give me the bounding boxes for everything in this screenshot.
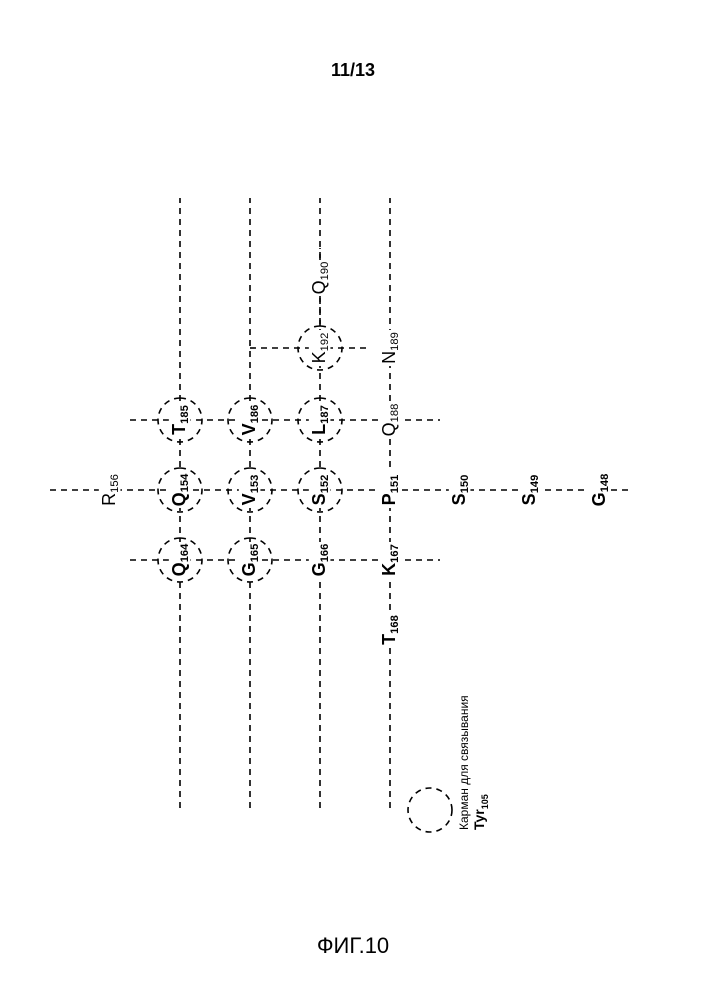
- legend-text: Карман для связывания: [457, 695, 471, 830]
- legend-circle-icon: [408, 788, 452, 832]
- figure-label: ФИГ.10: [0, 933, 706, 959]
- diagram-svg: R156Q164Q154T185G165V153V186G166S152L187…: [0, 0, 706, 999]
- legend: Карман для связыванияTyr105: [408, 695, 490, 832]
- legend-example-residue: Tyr105: [471, 794, 490, 830]
